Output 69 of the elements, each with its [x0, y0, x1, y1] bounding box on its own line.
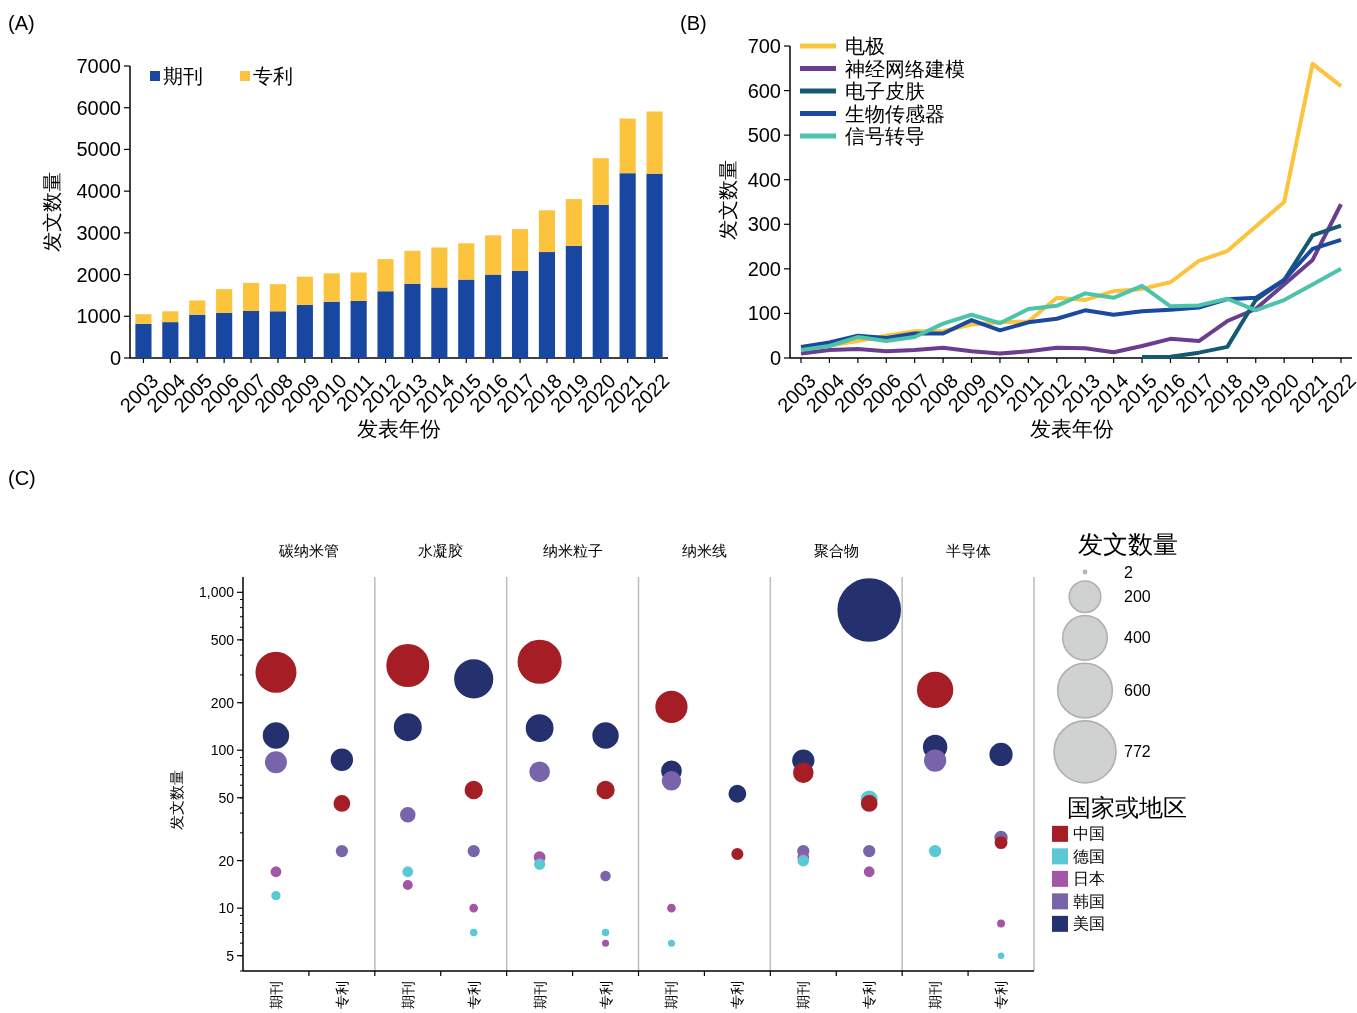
chart-title: (A) [8, 12, 35, 34]
legend-label: 生物传感器 [845, 102, 945, 125]
legend-label: 期刊 [163, 65, 203, 87]
legend-label: 德国 [1073, 847, 1105, 865]
legend-label: 200 [1124, 588, 1151, 606]
y-tick-label: 700 [747, 35, 781, 57]
y-tick-label: 50 [218, 789, 235, 806]
y-tick-label: 100 [747, 302, 781, 325]
x-axis-title: 发表年份 [1030, 417, 1114, 440]
y-tick-label: 2000 [76, 263, 121, 286]
legend-label: 专利 [253, 65, 293, 87]
y-tick-label: 6000 [76, 96, 121, 119]
x-tick-label: 期刊 [663, 981, 680, 1009]
x-tick-label: 期刊 [927, 981, 944, 1009]
y-tick-label: 5 [226, 947, 235, 964]
y-tick-label: 200 [210, 694, 235, 711]
legend-label: 韩国 [1073, 892, 1105, 910]
y-tick-label: 3000 [76, 221, 121, 244]
text: 纳米线 [681, 542, 727, 559]
y-tick-label: 400 [747, 168, 781, 191]
legend-label: 中国 [1073, 825, 1105, 843]
y-tick-label: 7000 [76, 55, 121, 77]
text: (C) [8, 467, 36, 489]
x-axis-title: 发表年份 [357, 417, 441, 440]
legend-label: 400 [1124, 629, 1151, 647]
x-tick-label: 专利 [729, 981, 746, 1009]
legend-title: 国家或地区 [1067, 794, 1187, 822]
legend-label: 美国 [1073, 915, 1105, 933]
x-tick-label: 期刊 [531, 981, 548, 1009]
text: 水凝胶 [418, 542, 464, 559]
x-tick-label: 期刊 [795, 981, 812, 1009]
y-tick-label: 4000 [76, 180, 121, 203]
y-tick-label: 1000 [76, 305, 121, 328]
x-tick-label: 专利 [861, 981, 878, 1009]
legend-label: 日本 [1073, 870, 1105, 888]
legend-label: 神经网络建模 [845, 57, 965, 80]
y-tick-label: 500 [747, 124, 781, 147]
y-axis-title: 发文数量 [41, 172, 63, 252]
x-tick-label: 期刊 [267, 981, 284, 1009]
legend-label: 电极 [845, 35, 885, 57]
y-tick-label: 100 [210, 742, 235, 759]
y-tick-label: 0 [769, 347, 781, 369]
x-tick-label: 专利 [333, 981, 350, 1009]
y-tick-label: 300 [747, 213, 781, 236]
y-tick-label: 500 [210, 631, 235, 648]
y-tick-label: 600 [747, 79, 781, 102]
legend-label: 2 [1124, 563, 1133, 581]
y-axis-title: 发文数量 [717, 160, 739, 240]
x-tick-label: 期刊 [399, 981, 416, 1009]
text: 聚合物 [813, 542, 859, 559]
legend-label: 772 [1124, 743, 1151, 761]
text: 纳米粒子 [542, 542, 603, 559]
text: 碳纳米管 [277, 542, 339, 559]
x-tick-label: 专利 [597, 981, 614, 1009]
text: 发文数量 [1078, 530, 1178, 558]
y-tick-label: 20 [218, 852, 235, 869]
y-axis-title: 发文数量 [167, 770, 185, 830]
legend-label: 电子皮肤 [845, 80, 925, 102]
y-tick-label: 10 [218, 900, 235, 917]
chart-title: (B) [680, 12, 707, 34]
legend-label: 600 [1124, 682, 1151, 700]
y-tick-label: 1,000 [198, 584, 235, 601]
x-tick-label: 专利 [993, 981, 1010, 1009]
y-tick-label: 5000 [76, 138, 121, 161]
y-tick-label: 0 [109, 347, 121, 369]
y-tick-label: 200 [747, 257, 781, 280]
x-tick-label: 专利 [465, 981, 482, 1009]
legend-label: 信号转导 [845, 125, 925, 147]
text: 半导体 [945, 542, 991, 559]
